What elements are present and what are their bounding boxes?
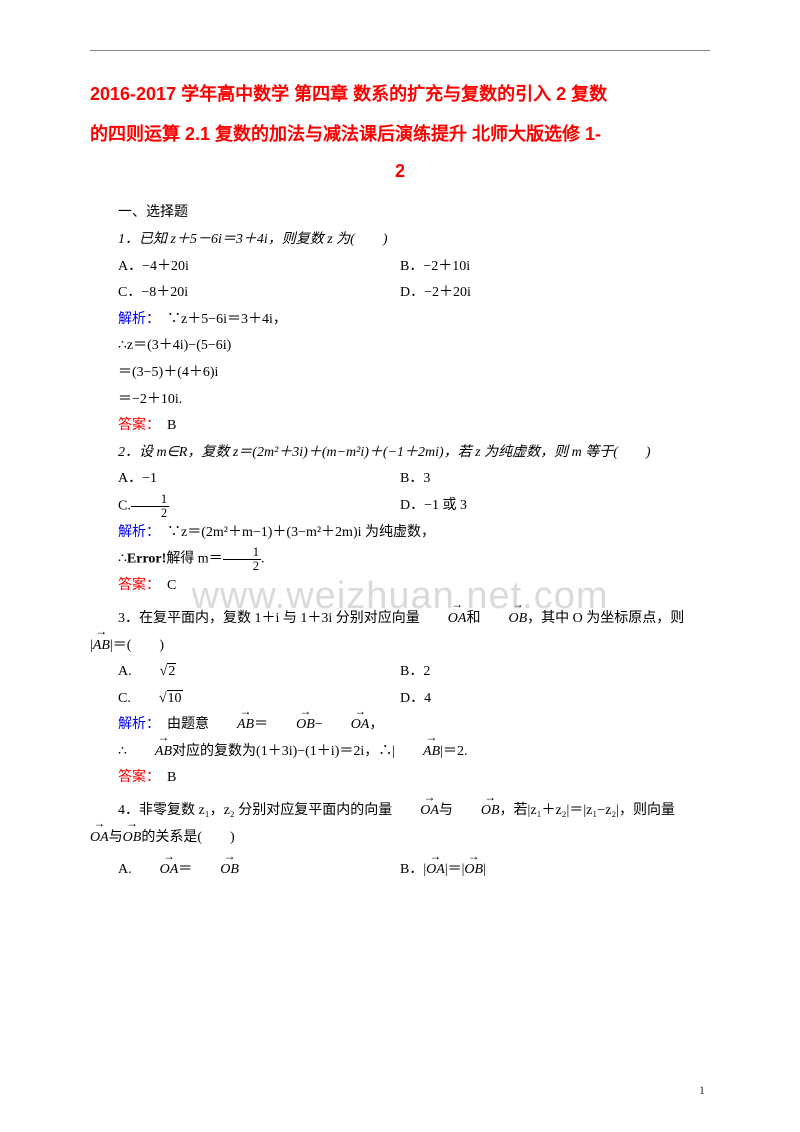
q1-opt-d: D．−2＋20i — [400, 280, 710, 307]
q2-opt-a: A．−1 — [90, 466, 400, 493]
vector-oa-icon: →OA — [420, 606, 467, 633]
sol-label: 解析： — [118, 717, 153, 732]
q2-opt-c: C.12 — [90, 493, 400, 520]
vector-oa-icon: →OA — [392, 798, 439, 825]
q2-ans: 答案： C — [90, 573, 710, 600]
q1-sol-3: ＝(3−5)＋(4＋6)i — [90, 360, 710, 387]
q3-stem: 3．在复平面内，复数 1＋i 与 1＋3i 分别对应向量→OA和→OB，其中 O… — [90, 606, 710, 633]
q1-sol-1: 解析： ∵z＋5−6i＝3＋4i， — [90, 307, 710, 334]
q1-ans: 答案： B — [90, 413, 710, 440]
vector-oa-icon: →OA — [323, 712, 370, 739]
q2-opt-b: B．3 — [400, 466, 710, 493]
q2-stem: 2．设 m∈R，复数 z＝(2m²＋3i)＋(m−m²i)＋(−1＋2mi)，若… — [90, 440, 710, 467]
vector-ab-icon: →AB — [127, 739, 172, 766]
q2-row-cd: C.12 D．−1 或 3 — [90, 493, 710, 520]
vector-ob-icon: →OB — [268, 712, 315, 739]
q1-stem: 1．已知 z＋5－6i＝3＋4i，则复数 z 为( ) — [90, 227, 710, 254]
vector-ob-icon: →OB — [192, 857, 239, 884]
sol-label: 解析： — [118, 312, 153, 327]
page-number: 1 — [699, 1079, 705, 1102]
q3-opt-b: B．2 — [400, 659, 710, 686]
q2-row-ab: A．−1 B．3 — [90, 466, 710, 493]
ans-label: 答案： — [118, 418, 153, 433]
vector-oa-icon: →OA — [426, 857, 445, 884]
vector-ab-icon: →AB — [395, 739, 440, 766]
vector-ob-icon: →OB — [453, 798, 500, 825]
q1-opt-a: A．−4＋20i — [90, 254, 400, 281]
section-heading: 一、选择题 — [90, 200, 710, 227]
title-line-1: 2016-2017 学年高中数学 第四章 数系的扩充与复数的引入 2 复数 — [90, 75, 710, 115]
top-divider — [90, 50, 710, 51]
frac-half-icon: 12 — [223, 546, 261, 572]
title-line-2: 的四则运算 2.1 复数的加法与减法课后演练提升 北师大版选修 1- — [90, 115, 710, 155]
q4-stem-2: →OA与→OB的关系是( ) — [90, 825, 710, 852]
q2-sol-2: ∴Error!解得 m＝12. — [90, 546, 710, 573]
vector-ab-icon: →AB — [209, 712, 254, 739]
q3-row-cd: C.√10 D．4 — [90, 686, 710, 713]
vector-ob-icon: →OB — [464, 857, 483, 884]
q3-opt-d: D．4 — [400, 686, 710, 713]
q3-opt-a: A.√2 — [90, 659, 400, 686]
vector-oa-icon: →OA — [90, 825, 109, 852]
vector-ob-icon: →OB — [480, 606, 527, 633]
vector-oa-icon: →OA — [132, 857, 179, 884]
q4-opt-b: B．|→OA|＝|→OB| — [400, 857, 710, 884]
q3-stem-2: |→AB|＝( ) — [90, 633, 710, 660]
q4-opt-a: A.→OA＝→OB — [90, 857, 400, 884]
vector-ab-icon: →AB — [93, 633, 110, 660]
vector-ob-icon: →OB — [123, 825, 142, 852]
sqrt-icon: √2 — [132, 659, 177, 686]
q1-row-ab: A．−4＋20i B．−2＋10i — [90, 254, 710, 281]
q1-opt-b: B．−2＋10i — [400, 254, 710, 281]
q1-opt-c: C．−8＋20i — [90, 280, 400, 307]
ans-label: 答案： — [118, 578, 153, 593]
q1-sol-4: ＝−2＋10i. — [90, 387, 710, 414]
frac-half-icon: 12 — [131, 493, 169, 519]
q1-row-cd: C．−8＋20i D．−2＋20i — [90, 280, 710, 307]
q2-sol-1: 解析： ∵z＝(2m²＋m−1)＋(3−m²＋2m)i 为纯虚数， — [90, 520, 710, 547]
title-line-3: 2 — [90, 154, 710, 188]
sol-label: 解析： — [118, 525, 153, 540]
q3-ans: 答案： B — [90, 765, 710, 792]
q1-sol-2: ∴z＝(3＋4i)−(5−6i) — [90, 333, 710, 360]
q4-row-ab: A.→OA＝→OB B．|→OA|＝|→OB| — [90, 857, 710, 884]
q3-row-ab: A.√2 B．2 — [90, 659, 710, 686]
sqrt-icon: √10 — [131, 686, 183, 713]
q4-stem: 4．非零复数 z₁，z₂ 分别对应复平面内的向量→OA与→OB，若|z₁＋z₂|… — [90, 798, 710, 825]
q2-opt-d: D．−1 或 3 — [400, 493, 710, 520]
ans-label: 答案： — [118, 770, 153, 785]
q3-sol-2: ∴→AB对应的复数为(1＋3i)−(1＋i)＝2i，∴|→AB|＝2. — [90, 739, 710, 766]
